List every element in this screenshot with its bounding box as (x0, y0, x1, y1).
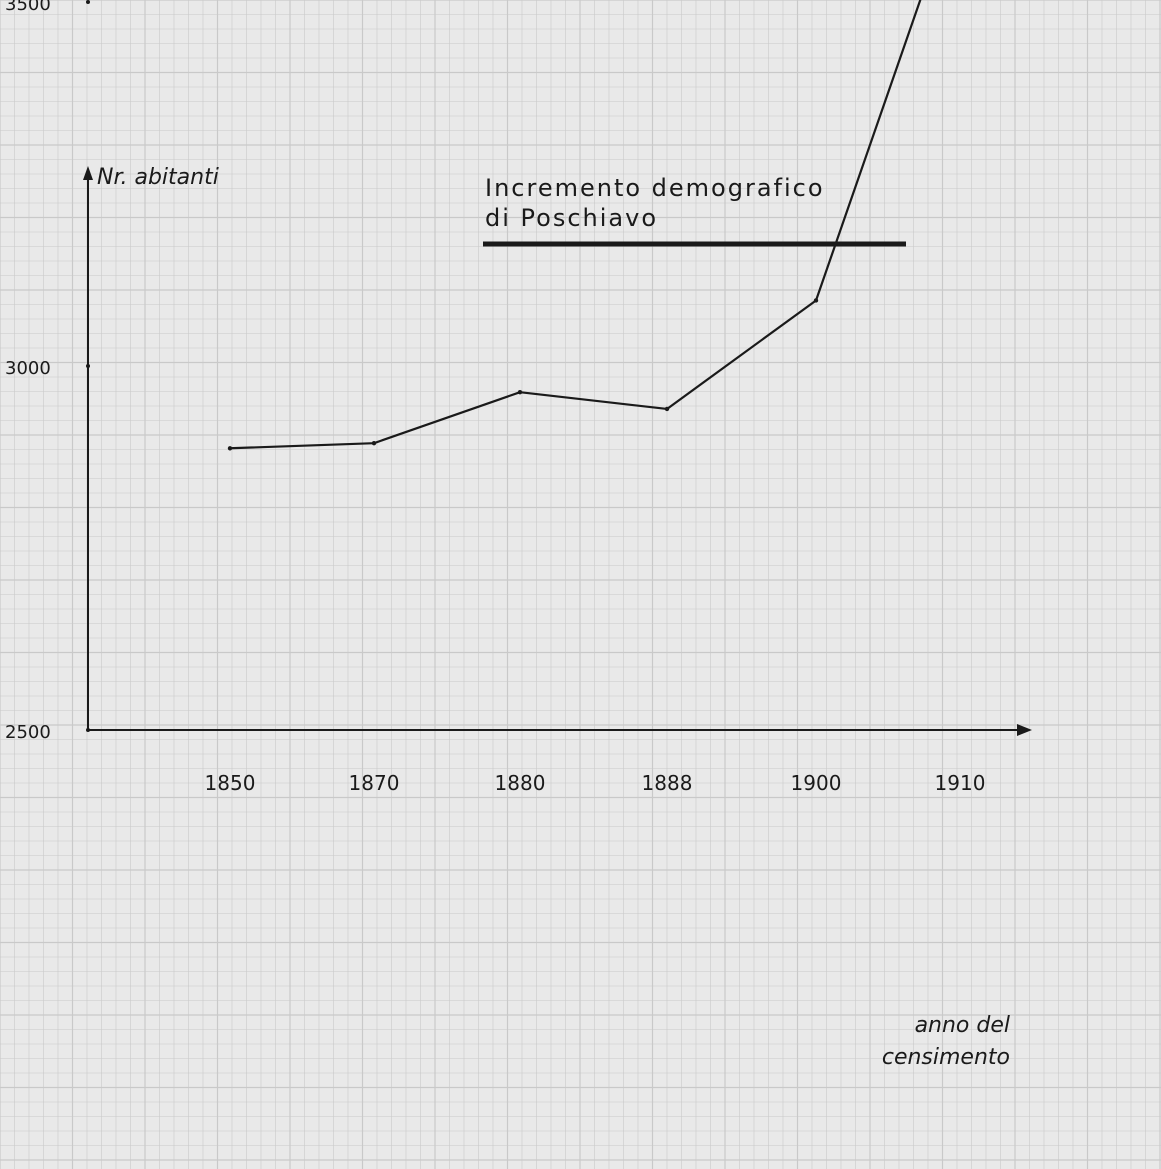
series-line (229, 0, 922, 450)
x-axis-label-line-1: anno del (915, 1013, 1010, 1038)
y-axis-arrow-icon (83, 166, 93, 180)
x-tick-label: 1900 (791, 771, 842, 795)
x-axis-arrow-icon (1017, 724, 1032, 736)
x-tick-label: 1910 (935, 771, 986, 795)
data-point (813, 298, 819, 303)
chart-title-line-1: Incremento demografico (485, 174, 825, 202)
y-tick-label: 3000 (5, 358, 51, 379)
chart-title-line-2: di Poschiavo (485, 204, 658, 232)
x-tick-label: 1850 (205, 771, 256, 795)
y-tick-mark (86, 364, 90, 368)
x-axis-label-line-2: censimento (882, 1045, 1010, 1070)
axis-ticks: 2500 3000 3500 1850 1870 1880 1888 1900 1910 (5, 0, 985, 795)
y-axis-label: Nr. abitanti (97, 165, 219, 190)
y-tick-mark (86, 0, 90, 4)
x-tick-label: 1888 (642, 771, 693, 795)
y-tick-mark (86, 728, 90, 732)
data-point (371, 440, 377, 446)
data-point (517, 390, 523, 395)
y-tick-label: 2500 (5, 722, 51, 743)
x-tick-label: 1870 (349, 771, 400, 795)
data-point (227, 446, 233, 451)
x-tick-label: 1880 (495, 771, 546, 795)
y-tick-label: 3500 (5, 0, 51, 15)
data-series (227, 0, 922, 451)
data-point (664, 406, 670, 412)
